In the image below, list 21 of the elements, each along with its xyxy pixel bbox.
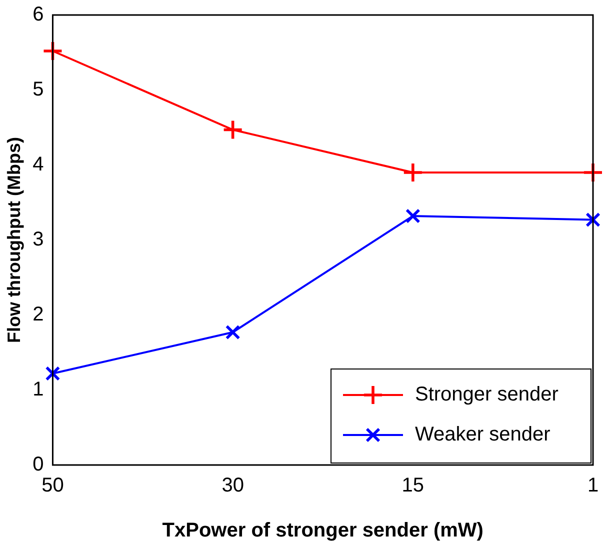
y-tick-label: 1 — [32, 378, 44, 401]
point — [404, 164, 422, 182]
y-tick-label: 2 — [32, 304, 44, 326]
point — [226, 325, 240, 340]
x-axis-title: TxPower of stronger sender (mW) — [162, 520, 484, 542]
y-tick-label: 5 — [32, 78, 44, 101]
point — [406, 208, 420, 224]
y-tick-label: 0 — [32, 454, 44, 476]
legend-label: Weaker sender — [415, 424, 551, 446]
x-tick-label: 15 — [402, 474, 424, 497]
legend-label: Stronger sender — [415, 384, 559, 406]
y-axis-title: Flow throughput (Mbps) — [4, 137, 24, 343]
point — [224, 120, 242, 139]
x-tick-label: 1 — [587, 474, 599, 497]
y-tick-label: 4 — [32, 154, 44, 176]
y-tick-label: 3 — [32, 228, 44, 251]
point — [586, 212, 600, 227]
y-tick-label: 6 — [32, 4, 44, 26]
x-tick-label: 50 — [42, 474, 64, 497]
x-tick-label: 30 — [222, 474, 244, 497]
point — [46, 366, 60, 381]
